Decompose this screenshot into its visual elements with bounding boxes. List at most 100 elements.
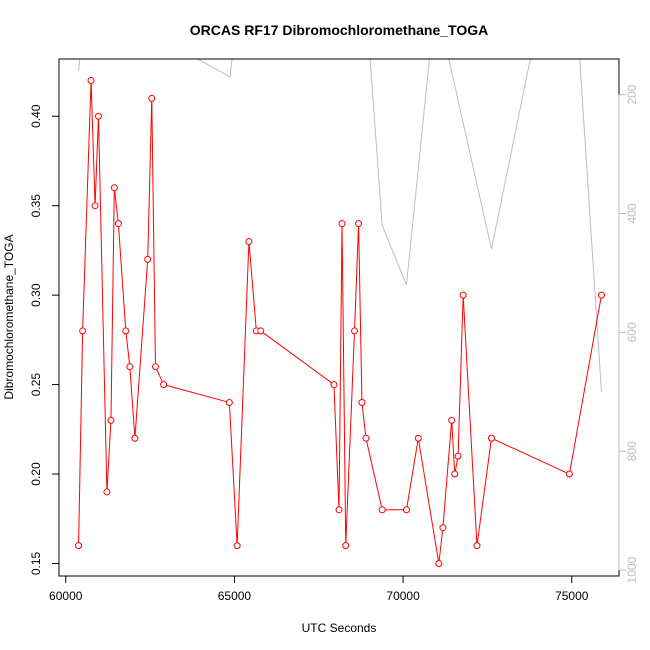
series-segment: [94, 119, 99, 203]
series-segment: [476, 441, 492, 543]
data-point: [91, 202, 99, 210]
series-segment: [493, 439, 567, 474]
x-tick-label: 70000: [386, 589, 420, 603]
data-point: [257, 327, 265, 335]
series-segment: [248, 244, 257, 328]
y-tick-label: 0.25: [29, 373, 43, 397]
series-segment: [333, 387, 340, 507]
secondary-series-line: [78, 59, 602, 392]
series-segment: [90, 83, 96, 203]
y2-tick-label: 400: [625, 203, 639, 223]
data-point: [131, 434, 139, 442]
data-point: [597, 291, 605, 299]
data-point: [565, 470, 573, 478]
series-segment: [451, 423, 456, 472]
series-segment: [341, 226, 347, 543]
data-point: [103, 488, 111, 496]
x-tick-label: 65000: [218, 589, 252, 603]
x-tick-label: 75000: [555, 589, 589, 603]
chart-title: ORCAS RF17 Dibromochloromethane_TOGA: [190, 22, 488, 38]
data-point: [355, 220, 363, 228]
x-axis-label: UTC Seconds: [302, 621, 377, 635]
series-segment: [406, 441, 419, 507]
data-points: [75, 76, 605, 567]
series-segment: [98, 119, 108, 489]
data-point: [362, 434, 370, 442]
secondary-y-axis: 200 400 600 800 1000: [618, 84, 639, 583]
data-point: [144, 255, 152, 263]
series-line: [78, 83, 602, 561]
data-point: [448, 416, 456, 424]
series-segment: [151, 101, 156, 364]
y2-tick-label: 1000: [625, 556, 639, 583]
series-segment: [262, 332, 332, 384]
data-point: [414, 434, 422, 442]
series-segment: [338, 226, 343, 507]
y-tick-label: 0.20: [29, 462, 43, 486]
data-point: [110, 184, 118, 192]
series-segment: [236, 244, 250, 543]
series-segment: [345, 333, 355, 543]
y-tick-label: 0.15: [29, 551, 43, 575]
series-segment: [454, 458, 459, 472]
data-point: [351, 327, 359, 335]
series-segment: [418, 441, 439, 561]
secondary-line: [78, 59, 602, 392]
data-point: [87, 76, 95, 84]
data-point: [151, 363, 159, 371]
y-tick-label: 0.30: [29, 283, 43, 307]
data-point: [487, 434, 495, 442]
y2-tick-label: 800: [625, 441, 639, 461]
y-axis-label: Dibromochloromethane_TOGA: [2, 234, 16, 399]
series-segment: [442, 423, 452, 525]
series-segment: [118, 226, 127, 328]
data-point: [378, 506, 386, 514]
series-segment: [114, 190, 119, 221]
y-tick-label: 0.35: [29, 194, 43, 218]
series-segment: [438, 530, 444, 561]
series-segment: [129, 369, 136, 436]
series-segment: [106, 423, 112, 489]
data-point: [454, 452, 462, 460]
series-segment: [354, 226, 359, 328]
series-segment: [82, 83, 92, 328]
data-point: [459, 291, 467, 299]
data-point: [435, 559, 443, 567]
data-point: [330, 381, 338, 389]
data-point: [122, 327, 130, 335]
data-point: [225, 398, 233, 406]
data-point: [245, 237, 253, 245]
data-point: [335, 506, 343, 514]
data-point: [439, 524, 447, 532]
data-point: [94, 112, 102, 120]
series-segment: [134, 262, 149, 436]
data-point: [160, 381, 168, 389]
data-point: [342, 542, 350, 550]
series-segment: [125, 333, 131, 364]
data-point: [79, 327, 87, 335]
data-point: [402, 506, 410, 514]
data-point: [358, 398, 366, 406]
data-point: [233, 542, 241, 550]
y2-tick-label: 600: [625, 322, 639, 342]
data-point: [75, 542, 83, 550]
data-point: [148, 94, 156, 102]
series-segment: [462, 298, 478, 543]
series-segment: [110, 190, 115, 418]
series-segment: [366, 441, 383, 507]
series-segment: [166, 384, 227, 403]
series-segment: [358, 226, 363, 400]
series-segment: [78, 333, 84, 543]
data-point: [107, 416, 115, 424]
y-axis: 0.15 0.20 0.25 0.30 0.35 0.40: [29, 104, 60, 575]
series-segment: [569, 298, 602, 472]
data-point: [114, 220, 122, 228]
x-axis: 60000 65000 70000 75000: [49, 575, 589, 603]
data-point: [473, 542, 481, 550]
series-segment: [229, 405, 238, 543]
series-segment: [361, 405, 367, 436]
series-segment: [156, 369, 163, 383]
data-point: [451, 470, 459, 478]
x-tick-label: 60000: [49, 589, 83, 603]
